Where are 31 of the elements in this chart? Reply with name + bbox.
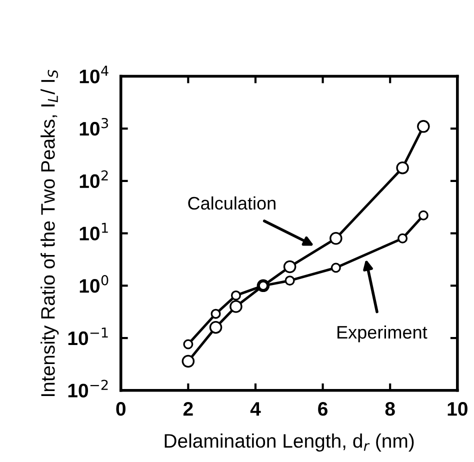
point (283, 260, 296, 274)
x-tick-label: 2 (183, 402, 193, 416)
point (418, 210, 428, 220)
y-tick-label: 10$^{−1}$ (68, 328, 108, 346)
y-axis-title: Intensity Ratio of the Two Peaks, I$_{L}$/ I$_{S}$ (40, 70, 59, 396)
point (209, 320, 222, 334)
y-tick-label: 10$^{1}$ (80, 222, 108, 240)
point (398, 233, 408, 244)
point (182, 354, 195, 368)
point (330, 262, 341, 273)
x-tick-label: 6 (318, 402, 328, 416)
x-tick-label: 10 (448, 402, 468, 416)
annotation: Experiment (338, 325, 428, 342)
point (230, 300, 242, 313)
x-tick-label: 0 (116, 402, 126, 416)
y-tick-label: 10$^{0}$ (80, 275, 108, 293)
x-tick-label: 8 (385, 402, 395, 416)
y-tick-label: 10$^{2}$ (80, 170, 108, 188)
y-tick-label: 10$^{3}$ (80, 118, 108, 136)
point (210, 308, 221, 319)
x-axis-title: Delamination Length, d$_{r}$ (nm) (164, 434, 414, 452)
point (417, 120, 430, 133)
x-tick-label: 4 (250, 402, 261, 416)
point (230, 290, 241, 300)
point (183, 339, 194, 350)
y-tick-label: 10$^{4}$ (80, 66, 108, 84)
point (396, 161, 409, 174)
annotation: Calculation (188, 196, 276, 210)
y-tick-label: 10$^{−2}$ (68, 380, 108, 398)
point (284, 276, 295, 286)
point (330, 232, 342, 245)
